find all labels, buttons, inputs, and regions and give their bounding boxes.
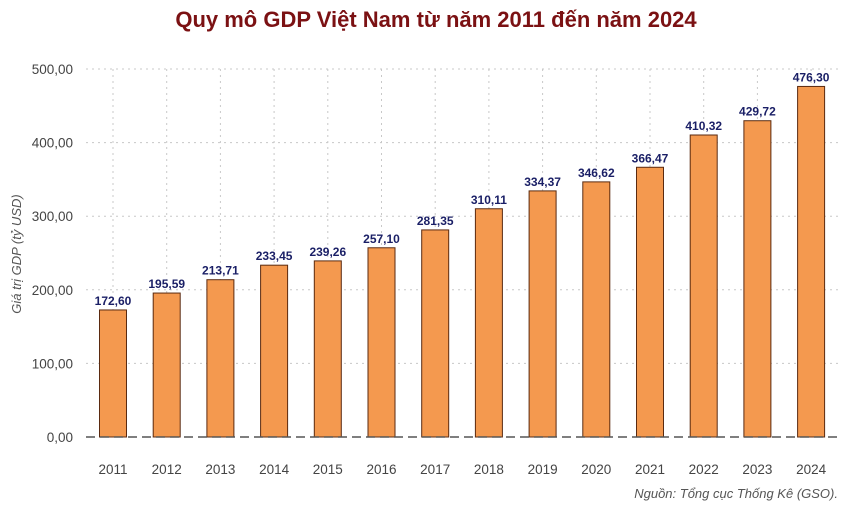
y-axis: 0,00 100,00 200,00 300,00 400,00 500,00 xyxy=(32,62,73,445)
x-tick-label-2015: 2015 xyxy=(313,462,343,477)
bar-2017 xyxy=(421,229,450,438)
bar-2021 xyxy=(636,166,664,438)
gridlines xyxy=(86,68,838,437)
bar-2013 xyxy=(206,279,235,438)
y-axis-label: Giá trị GDP (tỷ USD) xyxy=(9,194,24,313)
bar-2024 xyxy=(797,85,826,438)
y-tick-label: 400,00 xyxy=(32,136,73,151)
bar-2019 xyxy=(528,190,557,438)
data-label-2019: 334,37 xyxy=(524,175,561,189)
bar-2022 xyxy=(689,134,718,438)
x-tick-label-2016: 2016 xyxy=(366,462,396,477)
data-label-2022: 410,32 xyxy=(685,119,722,133)
data-label-2024: 476,30 xyxy=(793,70,830,84)
bar-2023 xyxy=(743,120,772,438)
bars xyxy=(99,85,826,438)
bar-2020 xyxy=(582,181,611,438)
y-tick-label: 0,00 xyxy=(47,430,73,445)
y-tick-label: 200,00 xyxy=(32,283,73,298)
x-tick-label-2020: 2020 xyxy=(581,462,611,477)
source-note: Nguồn: Tổng cục Thống Kê (GSO). xyxy=(634,486,838,501)
data-label-2020: 346,62 xyxy=(578,166,615,180)
x-tick-label-2019: 2019 xyxy=(528,462,558,477)
bar-2018 xyxy=(474,208,503,438)
x-tick-label-2011: 2011 xyxy=(98,462,127,477)
data-label-2017: 281,35 xyxy=(417,214,454,228)
x-tick-label-2012: 2012 xyxy=(152,462,182,477)
data-label-2013: 213,71 xyxy=(202,264,239,278)
x-tick-label-2021: 2021 xyxy=(635,462,665,477)
x-tick-label-2024: 2024 xyxy=(796,462,827,477)
y-tick-label: 300,00 xyxy=(32,209,73,224)
data-label-2018: 310,11 xyxy=(471,193,507,207)
data-label-2012: 195,59 xyxy=(148,277,185,291)
x-tick-label-2023: 2023 xyxy=(742,462,772,477)
x-axis: 2011 2012 2013 2014 2015 2016 2017 2018 2019 2020… xyxy=(86,436,838,477)
x-tick-label-2018: 2018 xyxy=(474,462,504,477)
x-tick-label-2022: 2022 xyxy=(689,462,719,477)
data-label-2021: 366,47 xyxy=(632,151,669,165)
y-tick-label: 100,00 xyxy=(32,356,73,371)
data-label-2014: 233,45 xyxy=(256,249,293,263)
x-tick-label-2014: 2014 xyxy=(259,462,290,477)
bar-2014 xyxy=(260,264,289,438)
bar-2016 xyxy=(367,247,396,438)
bar-2011 xyxy=(99,309,127,438)
bar-2015 xyxy=(313,260,342,438)
data-label-2023: 429,72 xyxy=(739,105,776,119)
data-label-2011: 172,60 xyxy=(95,294,132,308)
data-label-2016: 257,10 xyxy=(363,232,400,246)
data-label-2015: 239,26 xyxy=(309,245,346,259)
x-tick-label-2017: 2017 xyxy=(420,462,450,477)
x-tick-label-2013: 2013 xyxy=(205,462,235,477)
bar-2012 xyxy=(152,292,181,438)
data-labels: 172,60 195,59 213,71 233,45 239,26 257,10 281,… xyxy=(95,70,830,308)
chart-title: Quy mô GDP Việt Nam từ năm 2011 đến năm … xyxy=(175,7,697,32)
y-tick-label: 500,00 xyxy=(32,62,73,77)
